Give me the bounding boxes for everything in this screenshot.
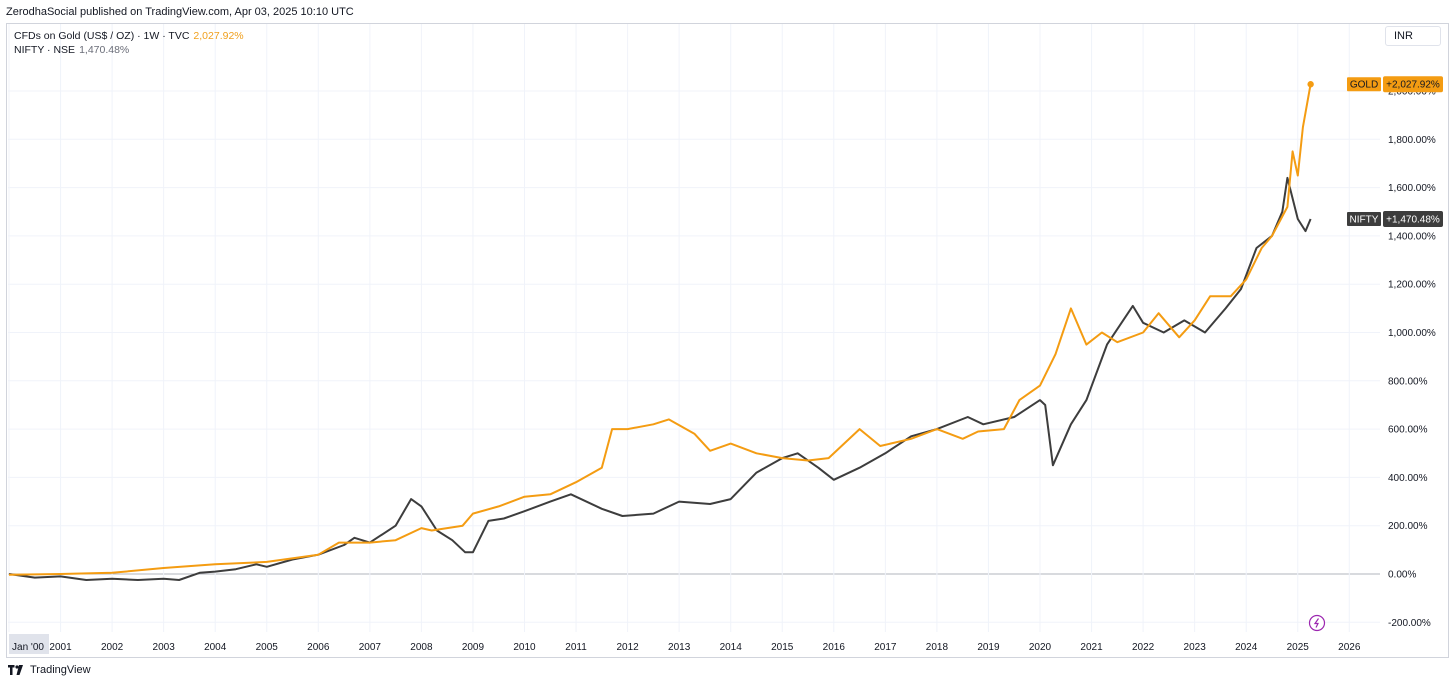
y-axis: 2,000.00%1,800.00%1,600.00%1,400.00%1,20… [1388,87,1436,629]
x-tick-label: 2011 [565,642,587,653]
badge-name-bg [1347,77,1381,92]
y-tick-label: 400.00% [1388,473,1428,484]
x-tick-label: 2013 [668,642,691,653]
tradingview-footer[interactable]: TradingView [8,664,91,676]
y-tick-label: 1,000.00% [1388,328,1436,339]
y-tick-label: -200.00% [1388,618,1431,629]
x-tick-label: 2024 [1235,642,1258,653]
badge-value-bg [1383,210,1443,227]
x-tick-label: 2001 [49,642,72,653]
y-tick-label: 1,400.00% [1388,231,1436,242]
x-tick-label: 2007 [359,642,382,653]
x-tick-label: 2010 [513,642,536,653]
badge-value-bg [1383,76,1443,93]
badge-nifty: NIFTY +1,470.48% [1347,210,1443,227]
x-tick-label: 2003 [153,642,176,653]
x-tick-label: 2004 [204,642,227,653]
badge-gold: GOLD +2,027.92% [1347,76,1443,93]
x-tick-label: 2009 [462,642,485,653]
badge-name-bg [1347,211,1381,226]
series-line-nifty[interactable] [8,176,1312,581]
x-tick-label: 2002 [101,642,124,653]
x-tick-label: 2012 [616,642,639,653]
y-tick-label: 600.00% [1388,425,1428,436]
x-tick-label: 2020 [1029,642,1052,653]
gold-last-point [1307,81,1314,88]
x-tick-label: 2025 [1287,642,1310,653]
x-tick-label: 2023 [1184,642,1207,653]
y-tick-label: 200.00% [1388,521,1428,532]
x-tick-label: 2005 [256,642,279,653]
currency-button[interactable]: INR [1385,26,1441,46]
y-tick-label: 800.00% [1388,376,1428,387]
tradingview-logo-icon [8,665,23,675]
x-start-highlight [9,634,49,654]
y-tick-label: 0.00% [1388,570,1416,581]
x-tick-label: 2022 [1132,642,1155,653]
badge-name-text: GOLD [1350,80,1378,91]
x-tick-label: 2015 [771,642,794,653]
x-tick-label: 2014 [720,642,743,653]
publisher-line: ZerodhaSocial published on TradingView.c… [6,6,354,18]
y-tick-label: 1,600.00% [1388,183,1436,194]
badge-name-text: NIFTY [1350,214,1379,225]
x-tick-label: 2019 [977,642,1000,653]
last-value-badges: GOLD +2,027.92% NIFTY +1,470.48% [1347,76,1443,227]
legend-gold[interactable]: CFDs on Gold (US$ / OZ) · 1W · TVC 2,027… [14,29,244,43]
grid [8,24,1380,632]
replay-icon[interactable] [1308,614,1326,632]
x-tick-label: 2016 [823,642,846,653]
series-lines [8,81,1314,581]
y-tick-label: 1,200.00% [1388,280,1436,291]
x-axis: Jan '00 2001 2002 2003 2004 2005 2006 2007 2008 2… [9,634,1361,654]
footer-brand: TradingView [30,664,91,676]
x-tick-label: 2008 [410,642,433,653]
legend-gold-name: CFDs on Gold (US$ / OZ) · 1W · TVC [14,30,190,42]
chart-frame [6,23,1449,658]
legend-nifty-name: NIFTY · NSE [14,44,76,56]
legend-gold-value: 2,027.92% [193,30,244,42]
legend-nifty[interactable]: NIFTY · NSE 1,470.48% [14,43,244,57]
x-tick-label: 2026 [1338,642,1361,653]
x-tick-label: 2021 [1080,642,1103,653]
chart-legend: CFDs on Gold (US$ / OZ) · 1W · TVC 2,027… [14,29,244,57]
y-tick-label: 1,800.00% [1388,135,1436,146]
x-tick-label: 2018 [926,642,949,653]
x-tick-label: 2006 [307,642,330,653]
badge-value-text: +2,027.92% [1386,80,1440,91]
x-tick-label: 2017 [874,642,897,653]
badge-value-text: +1,470.48% [1386,214,1440,225]
legend-nifty-value: 1,470.48% [79,44,130,56]
x-tick-label: Jan '00 [12,642,44,653]
series-line-gold[interactable] [8,84,1312,576]
